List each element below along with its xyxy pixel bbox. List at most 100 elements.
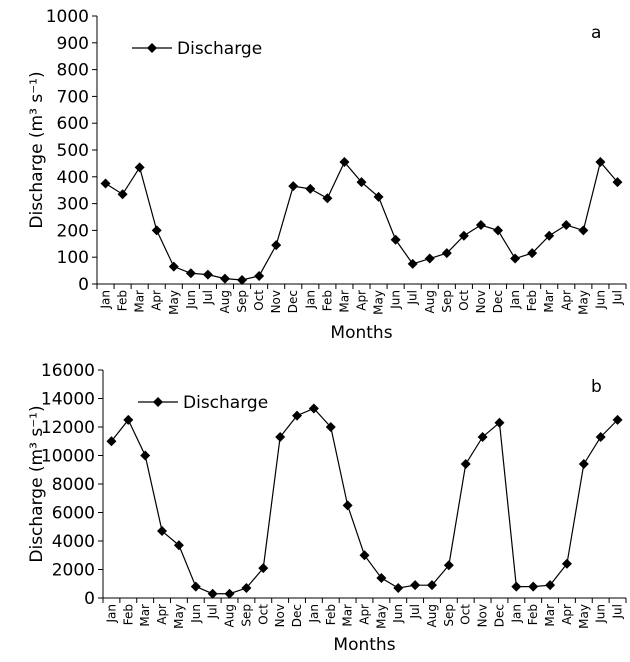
data-point [292, 410, 303, 421]
data-point [407, 258, 418, 269]
data-point [511, 581, 522, 592]
data-point [426, 580, 437, 591]
x-tick-label: Mar [543, 604, 557, 627]
x-tick-label: Jan [508, 290, 522, 310]
y-tick-label: 900 [57, 34, 89, 54]
x-tick-label: Nov [273, 604, 287, 627]
x-tick-label: Jul [201, 290, 215, 305]
data-point [612, 177, 623, 188]
x-tick-label: May [576, 290, 590, 315]
x-tick-label: Feb [320, 290, 334, 311]
x-tick-label: Nov [476, 604, 490, 627]
data-point [510, 253, 521, 264]
data-point [241, 583, 252, 594]
x-tick-label: Feb [526, 604, 540, 625]
data-point [254, 270, 265, 281]
y-tick-label: 0 [78, 275, 89, 295]
data-point [173, 540, 184, 551]
data-point [308, 403, 319, 414]
x-tick-label: Nov [474, 290, 488, 313]
data-point [271, 240, 282, 251]
data-point [578, 459, 589, 470]
legend-label: Discharge [183, 393, 268, 413]
data-point [123, 414, 134, 425]
x-tick-label: Aug [218, 290, 232, 313]
x-tick-label: Apr [560, 604, 574, 625]
y-tick-label: 12000 [41, 418, 95, 438]
data-point [424, 253, 435, 264]
x-tick-label: Jan [303, 290, 317, 310]
data-point [527, 248, 538, 259]
data-point [224, 588, 235, 599]
x-tick-label: Dec [491, 290, 505, 313]
data-point [544, 230, 555, 241]
x-tick-label: Feb [324, 604, 338, 625]
x-tick-label: Jun [594, 604, 608, 624]
x-tick-label: Oct [252, 290, 266, 311]
data-point [359, 550, 370, 561]
x-tick-label: Mar [138, 604, 152, 627]
data-point [134, 162, 145, 173]
y-tick-label: 100 [57, 248, 89, 268]
data-point [441, 248, 452, 259]
data-point [342, 500, 353, 511]
x-tick-label: May [172, 604, 186, 629]
x-tick-label: Jun [391, 604, 405, 624]
data-point [275, 431, 286, 442]
data-point [545, 580, 556, 591]
data-point [458, 230, 469, 241]
data-point [494, 417, 505, 428]
x-tick-label: Aug [223, 604, 237, 627]
x-tick-label: May [577, 604, 591, 629]
x-tick-label: Mar [133, 290, 147, 313]
data-point [373, 191, 384, 202]
x-tick-label: Aug [423, 290, 437, 313]
x-tick-label: Jun [189, 604, 203, 624]
x-tick-label: Sep [239, 604, 253, 627]
y-axis-label: Discharge (m³ s⁻¹) [27, 405, 47, 562]
legend-label: Discharge [177, 39, 262, 59]
x-tick-label: Jun [389, 290, 403, 310]
data-point [443, 560, 454, 571]
data-point [117, 189, 128, 200]
x-tick-label: Jul [206, 604, 220, 619]
data-point [207, 588, 218, 599]
x-tick-label: Jul [611, 604, 625, 619]
x-tick-label: Jan [509, 604, 523, 624]
x-tick-label: Aug [425, 604, 439, 627]
y-tick-label: 8000 [52, 475, 95, 495]
y-tick-label: 800 [57, 61, 89, 81]
x-tick-label: Jan [307, 604, 321, 624]
x-tick-label: Oct [256, 604, 270, 625]
x-tick-label: Apr [559, 290, 573, 311]
data-point [157, 526, 168, 537]
data-point [475, 220, 486, 231]
data-point [325, 422, 336, 432]
y-tick-label: 500 [57, 141, 89, 161]
data-point [410, 580, 421, 591]
y-tick-label: 400 [57, 168, 89, 188]
data-point [288, 181, 299, 192]
x-tick-label: May [372, 290, 386, 315]
data-point [202, 269, 213, 280]
data-point [477, 431, 488, 442]
x-tick-label: Dec [492, 604, 506, 627]
x-tick-label: Apr [155, 604, 169, 625]
x-tick-label: Apr [150, 290, 164, 311]
data-point [258, 563, 269, 574]
data-point [185, 268, 196, 279]
x-tick-label: Feb [116, 290, 130, 311]
data-point [376, 573, 387, 584]
data-point [561, 558, 572, 569]
y-tick-label: 4000 [52, 532, 95, 552]
data-point [390, 234, 401, 245]
data-point [237, 274, 248, 285]
y-tick-label: 6000 [52, 504, 95, 524]
x-tick-label: Sep [235, 290, 249, 313]
x-tick-label: Sep [440, 290, 454, 313]
data-point [140, 450, 151, 461]
y-tick-label: 1000 [46, 7, 89, 27]
x-tick-label: Feb [525, 290, 539, 311]
y-tick-label: 14000 [41, 390, 95, 410]
